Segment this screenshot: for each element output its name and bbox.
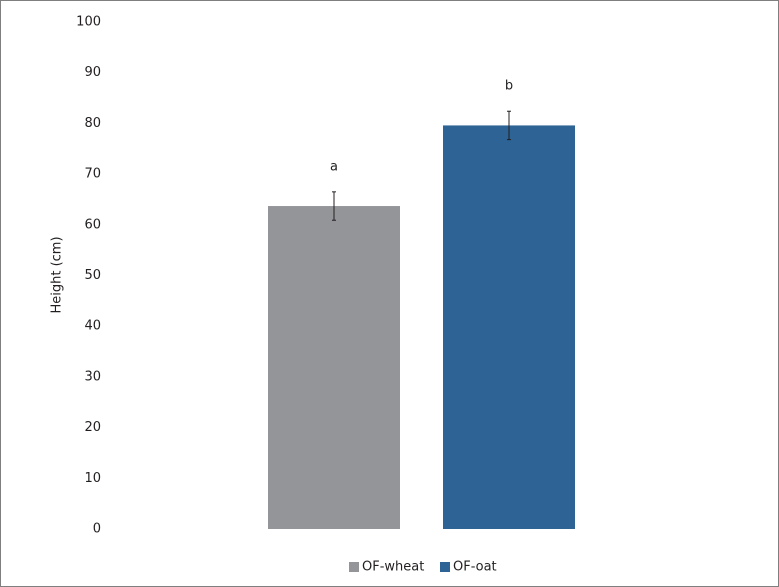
legend-label: OF-oat — [453, 560, 497, 575]
y-tick-label: 20 — [84, 420, 101, 435]
y-tick-label: 30 — [84, 369, 101, 384]
y-tick-label: 10 — [84, 471, 101, 486]
error-bar — [332, 191, 336, 221]
data-label: a — [330, 159, 338, 174]
y-tick-label: 100 — [76, 15, 101, 30]
bar — [443, 125, 575, 529]
y-tick-label: 50 — [84, 268, 101, 283]
legend-swatch — [349, 562, 359, 572]
y-tick-label: 40 — [84, 319, 101, 334]
legend-swatch — [440, 562, 450, 572]
y-tick-label: 60 — [84, 217, 101, 232]
legend-label: OF-wheat — [362, 560, 424, 575]
data-label: b — [505, 79, 513, 94]
y-tick-label: 70 — [84, 167, 101, 182]
y-axis-label: Height (cm) — [50, 236, 65, 313]
y-tick-label: 0 — [93, 522, 101, 537]
bar — [268, 206, 400, 529]
error-bar — [507, 110, 511, 141]
y-tick-label: 90 — [84, 65, 101, 80]
y-tick-label: 80 — [84, 116, 101, 131]
